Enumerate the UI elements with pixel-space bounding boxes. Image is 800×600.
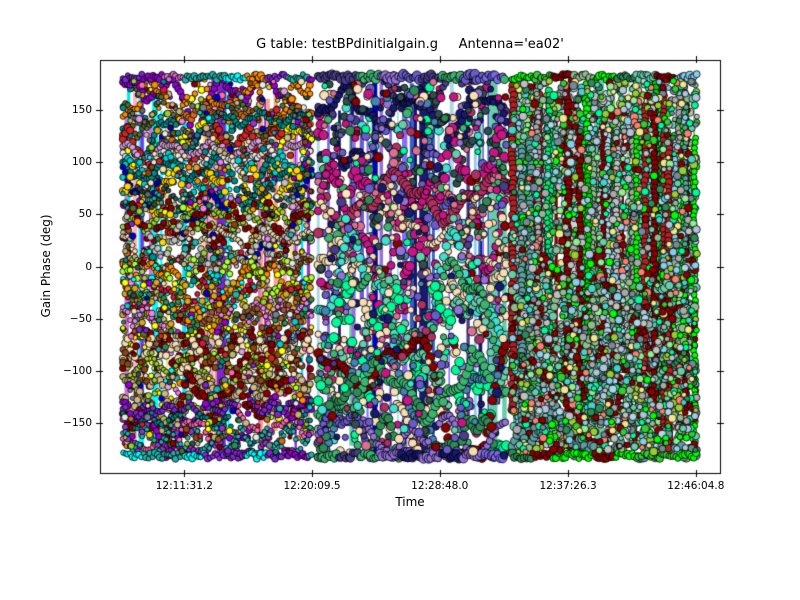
y-tick-label: 0 xyxy=(85,260,92,273)
x-tick-label: 12:37:26.3 xyxy=(539,480,597,492)
x-tick-label: 12:11:31.2 xyxy=(155,480,213,492)
x-tick-label: 12:28:48.0 xyxy=(411,480,469,492)
y-axis-label: Gain Phase (deg) xyxy=(39,214,53,318)
x-axis-label: Time xyxy=(395,495,425,509)
plot-title: G table: testBPdinitialgain.g Antenna='e… xyxy=(256,37,564,52)
y-tick-label: −150 xyxy=(63,416,92,429)
y-tick-label: −100 xyxy=(63,364,92,377)
x-tick-label: 12:20:09.5 xyxy=(283,480,341,492)
y-tick-label: −50 xyxy=(69,312,92,325)
y-tick-label: 50 xyxy=(78,208,92,221)
y-tick-label: 100 xyxy=(71,156,92,169)
y-tick-label: 150 xyxy=(71,104,92,117)
x-tick-label: 12:46:04.8 xyxy=(667,480,725,492)
